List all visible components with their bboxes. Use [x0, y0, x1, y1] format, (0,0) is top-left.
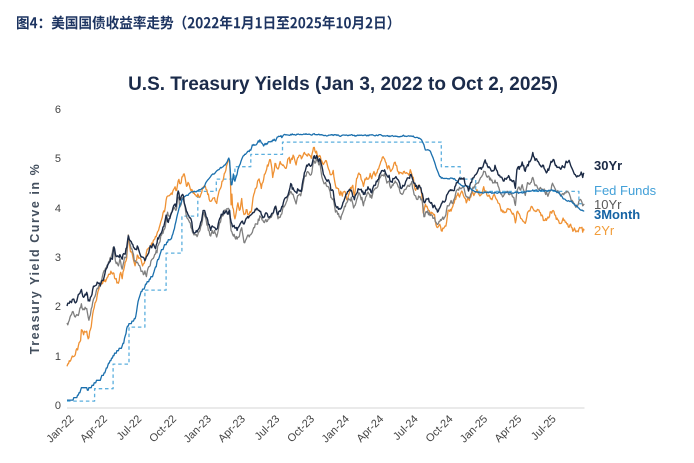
- svg-text:Jan-25: Jan-25: [458, 413, 490, 445]
- svg-text:Oct-22: Oct-22: [147, 413, 179, 445]
- svg-text:6: 6: [55, 104, 61, 116]
- svg-text:Jan-23: Jan-23: [182, 413, 214, 445]
- svg-text:3Month: 3Month: [594, 207, 640, 222]
- svg-text:3: 3: [55, 252, 61, 264]
- svg-text:Jan-22: Jan-22: [44, 413, 76, 445]
- svg-text:2: 2: [55, 301, 61, 313]
- svg-text:1: 1: [55, 351, 61, 363]
- svg-text:Oct-24: Oct-24: [424, 413, 456, 445]
- svg-text:Apr-23: Apr-23: [216, 413, 248, 445]
- svg-text:Oct-23: Oct-23: [285, 413, 317, 445]
- svg-text:Jul-25: Jul-25: [529, 413, 559, 443]
- svg-text:Jan-24: Jan-24: [320, 413, 352, 445]
- svg-text:Jul-22: Jul-22: [115, 413, 145, 443]
- svg-text:Apr-25: Apr-25: [492, 413, 524, 445]
- svg-text:0: 0: [55, 400, 61, 412]
- svg-text:Apr-24: Apr-24: [354, 413, 386, 445]
- svg-text:4: 4: [55, 203, 61, 215]
- svg-text:2Yr: 2Yr: [594, 223, 615, 238]
- svg-text:10Yr: 10Yr: [594, 197, 622, 212]
- svg-text:Jul-24: Jul-24: [391, 413, 421, 443]
- svg-text:5: 5: [55, 153, 61, 165]
- svg-text:Jul-23: Jul-23: [253, 413, 283, 443]
- svg-text:Fed Funds: Fed Funds: [594, 183, 657, 198]
- svg-text:Apr-22: Apr-22: [78, 413, 110, 445]
- svg-text:Treasury Yield Curve in %: Treasury Yield Curve in %: [28, 163, 42, 355]
- svg-text:30Yr: 30Yr: [594, 158, 622, 173]
